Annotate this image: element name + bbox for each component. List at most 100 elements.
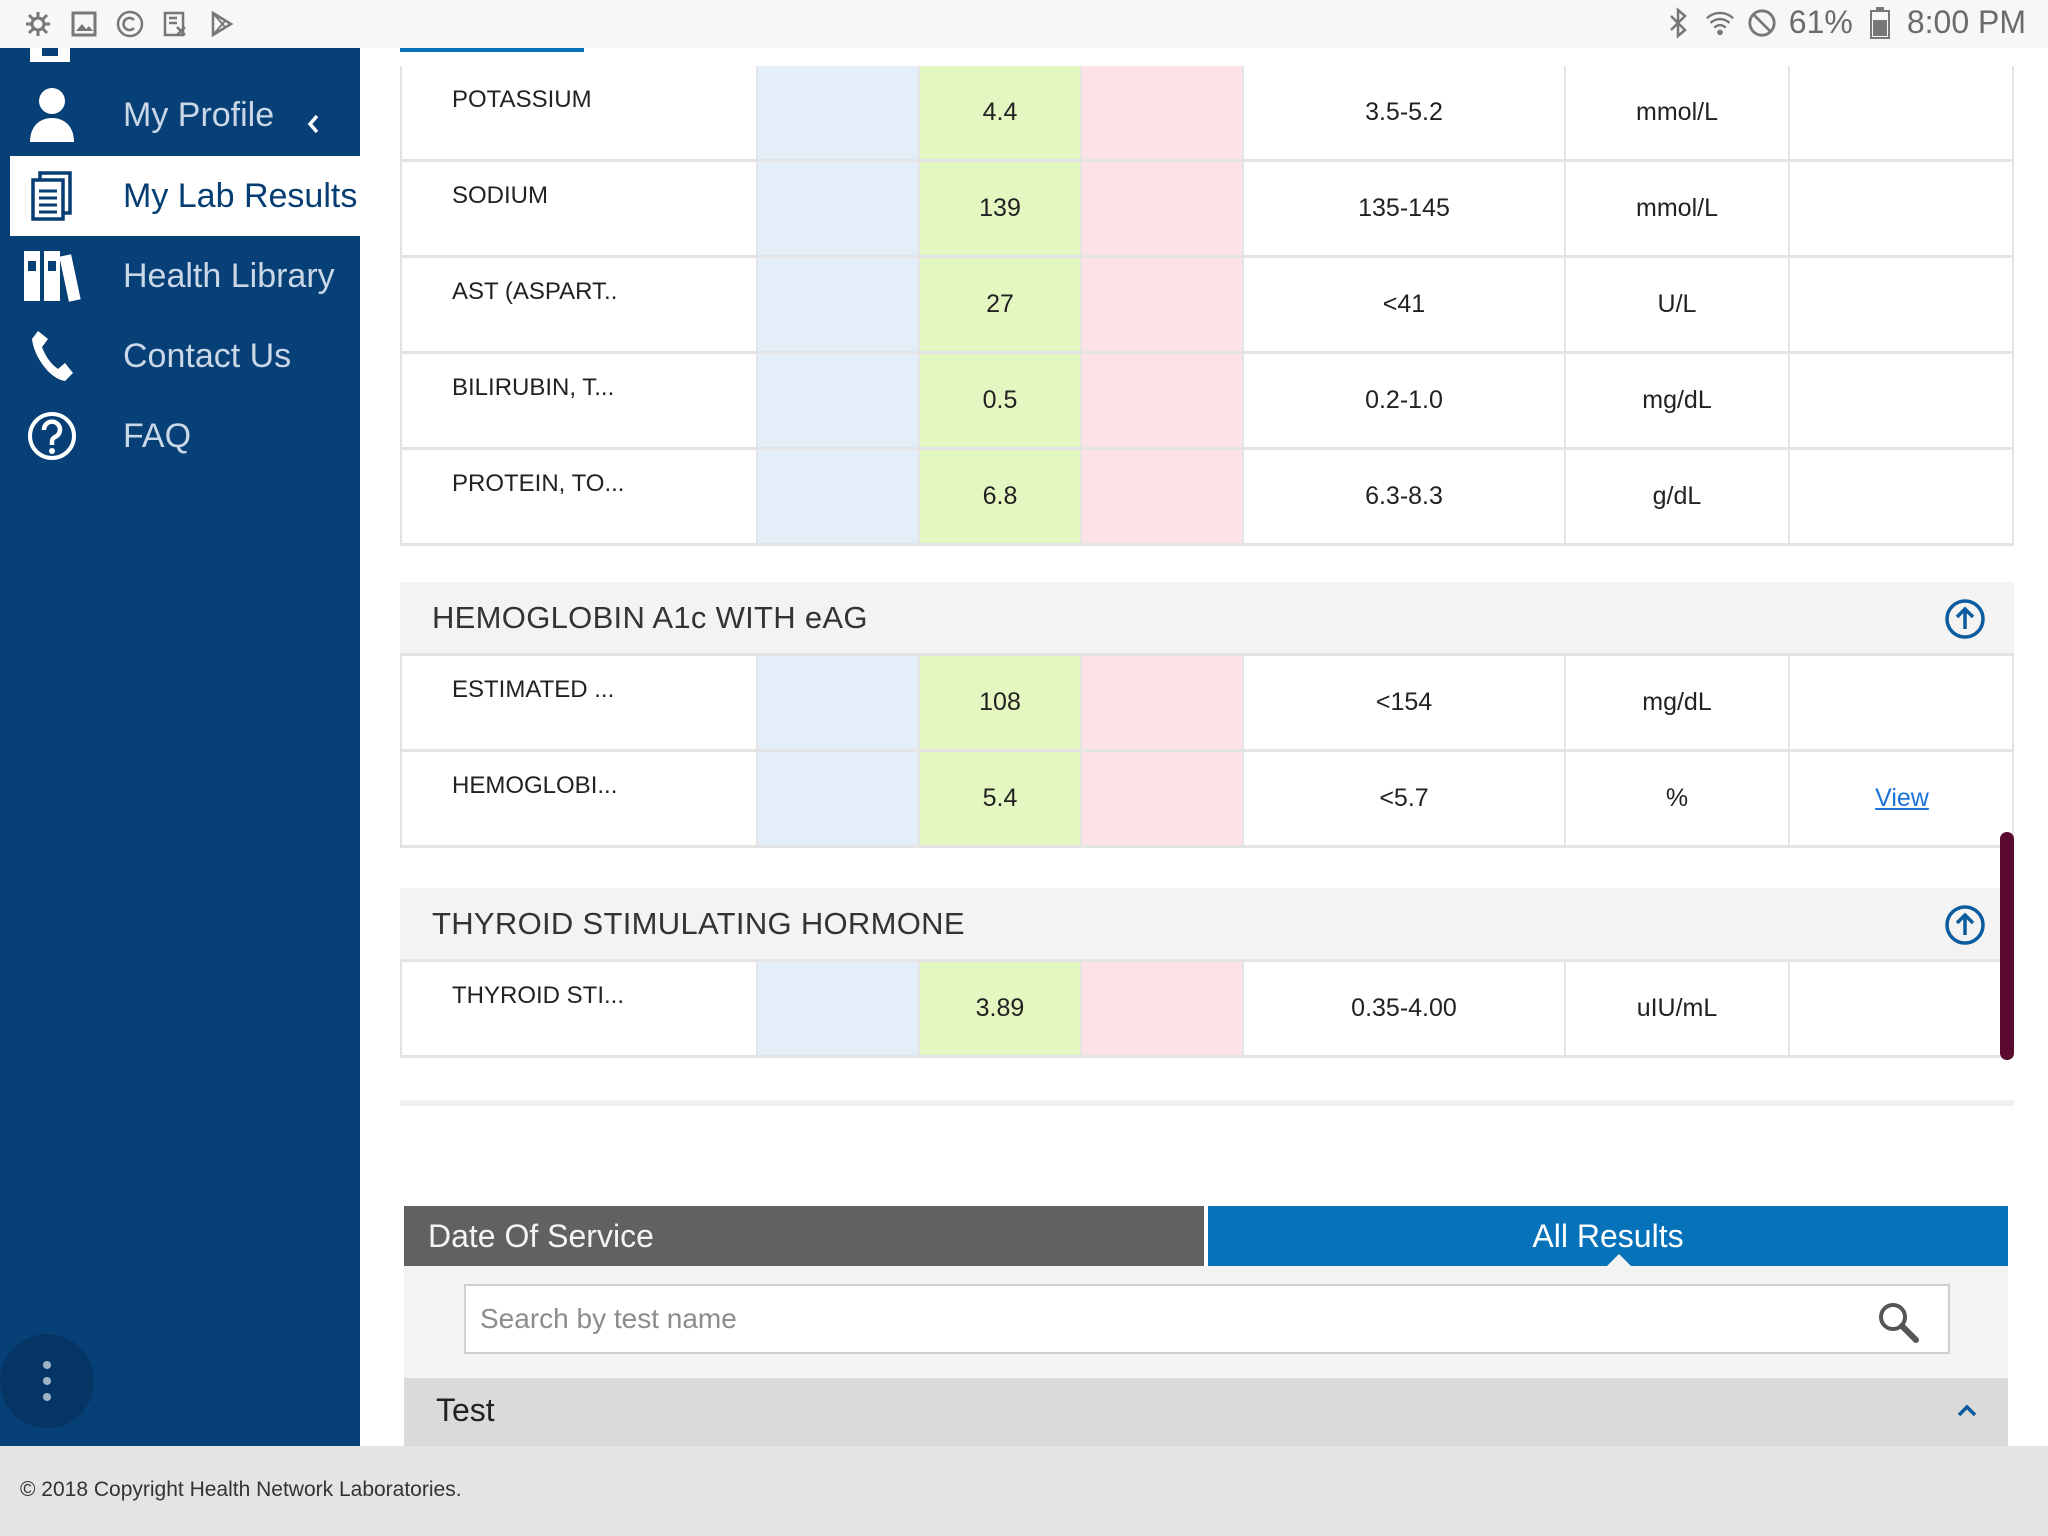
copyright-text: © 2018 Copyright Health Network Laborato… bbox=[20, 1478, 462, 1501]
results-table-hba1c: ESTIMATED ... 108 <154 mg/dL HEMOGLOBI..… bbox=[400, 656, 2014, 848]
table-row[interactable]: BILIRUBIN, T... 0.5 0.2-1.0 mg/dL bbox=[402, 354, 2012, 450]
table-row[interactable]: PROTEIN, TO... 6.8 6.3-8.3 g/dL bbox=[402, 450, 2012, 546]
clock: 8:00 PM bbox=[1906, 4, 2026, 40]
more-vert-icon bbox=[43, 1361, 51, 1369]
high-band bbox=[1082, 258, 1244, 351]
low-band bbox=[758, 354, 920, 447]
status-bar-system: 61% 8:00 PM bbox=[1663, 4, 2026, 41]
reference-range: 6.3-8.3 bbox=[1244, 450, 1566, 543]
unit: mg/dL bbox=[1566, 656, 1790, 749]
high-band bbox=[1082, 354, 1244, 447]
high-band bbox=[1082, 450, 1244, 543]
unit: mg/dL bbox=[1566, 354, 1790, 447]
document-icon bbox=[20, 164, 84, 228]
link-cell bbox=[1790, 962, 2014, 1055]
result-value: 0.5 bbox=[920, 354, 1082, 447]
sidebar: My Profile My Lab Results Health Library… bbox=[0, 48, 360, 1446]
home-icon[interactable] bbox=[26, 48, 74, 62]
sidebar-item-faq[interactable]: FAQ bbox=[0, 396, 360, 476]
collapse-up-icon[interactable] bbox=[1944, 904, 1986, 946]
reference-range: <154 bbox=[1244, 656, 1566, 749]
low-band bbox=[758, 258, 920, 351]
sidebar-item-label: Contact Us bbox=[123, 336, 292, 375]
result-value: 27 bbox=[920, 258, 1082, 351]
link-cell bbox=[1790, 656, 2014, 749]
chevron-up-icon[interactable] bbox=[1956, 1402, 1978, 1418]
high-band bbox=[1082, 752, 1244, 845]
result-value: 108 bbox=[920, 656, 1082, 749]
search-input[interactable] bbox=[480, 1286, 1860, 1352]
table-row[interactable]: HEMOGLOBI... 5.4 <5.7 % View bbox=[402, 752, 2012, 848]
scrollbar-thumb[interactable] bbox=[2000, 832, 2014, 1060]
section-header-hba1c[interactable]: HEMOGLOBIN A1c WITH eAG bbox=[400, 582, 2014, 656]
reference-range: 135-145 bbox=[1244, 162, 1566, 255]
sidebar-item-my-lab-results[interactable]: My Lab Results bbox=[10, 156, 360, 236]
table-row[interactable]: AST (ASPART.. 27 <41 U/L bbox=[402, 258, 2012, 354]
section-title: THYROID STIMULATING HORMONE bbox=[432, 906, 965, 941]
view-link[interactable]: View bbox=[1875, 784, 1929, 812]
tab-all-results[interactable]: All Results bbox=[1208, 1206, 2008, 1266]
phone-icon bbox=[20, 324, 84, 388]
battery-icon bbox=[1865, 6, 1895, 40]
reference-range: 0.35-4.00 bbox=[1244, 962, 1566, 1055]
table-row[interactable]: POTASSIUM 4.4 3.5-5.2 mmol/L bbox=[402, 66, 2012, 162]
sidebar-item-label: My Lab Results bbox=[123, 176, 358, 215]
reference-range: <41 bbox=[1244, 258, 1566, 351]
test-name: PROTEIN, TO... bbox=[452, 470, 625, 497]
test-name: AST (ASPART.. bbox=[452, 278, 618, 305]
main-content: POTASSIUM 4.4 3.5-5.2 mmol/L SODIUM 139 … bbox=[360, 48, 2048, 1446]
unit: U/L bbox=[1566, 258, 1790, 351]
do-not-disturb-icon bbox=[1747, 6, 1777, 40]
footer: © 2018 Copyright Health Network Laborato… bbox=[0, 1446, 2048, 1536]
wifi-icon bbox=[1705, 6, 1735, 40]
high-band bbox=[1082, 66, 1244, 159]
result-value: 5.4 bbox=[920, 752, 1082, 845]
chevron-left-icon[interactable] bbox=[306, 105, 320, 144]
link-cell bbox=[1790, 66, 2014, 159]
sidebar-item-health-library[interactable]: Health Library bbox=[0, 236, 360, 316]
search-icon[interactable] bbox=[1876, 1300, 1920, 1344]
result-value: 6.8 bbox=[920, 450, 1082, 543]
result-value: 139 bbox=[920, 162, 1082, 255]
unit: mmol/L bbox=[1566, 66, 1790, 159]
table-row[interactable]: THYROID STI... 3.89 0.35-4.00 uIU/mL bbox=[402, 962, 2012, 1058]
battery-percent: 61% bbox=[1788, 4, 1853, 40]
collapse-up-icon[interactable] bbox=[1944, 598, 1986, 640]
sidebar-item-my-profile[interactable]: My Profile bbox=[0, 75, 360, 155]
section-header-tsh[interactable]: THYROID STIMULATING HORMONE bbox=[400, 888, 2014, 962]
unit: % bbox=[1566, 752, 1790, 845]
results-table: POTASSIUM 4.4 3.5-5.2 mmol/L SODIUM 139 … bbox=[400, 66, 2014, 546]
more-menu-button[interactable] bbox=[0, 1334, 94, 1428]
unit: uIU/mL bbox=[1566, 962, 1790, 1055]
bluetooth-icon bbox=[1663, 6, 1693, 40]
gallery-icon bbox=[68, 8, 100, 40]
sidebar-item-contact-us[interactable]: Contact Us bbox=[0, 316, 360, 396]
low-band bbox=[758, 962, 920, 1055]
status-bar-notifications bbox=[22, 8, 238, 40]
result-value: 3.89 bbox=[920, 962, 1082, 1055]
user-icon bbox=[20, 83, 84, 147]
reference-range: <5.7 bbox=[1244, 752, 1566, 845]
high-band bbox=[1082, 162, 1244, 255]
low-band bbox=[758, 66, 920, 159]
active-tab-indicator bbox=[400, 48, 584, 52]
tab-date-of-service[interactable]: Date Of Service bbox=[404, 1206, 1204, 1266]
rx-icon bbox=[160, 8, 192, 40]
settings-bug-icon bbox=[22, 8, 54, 40]
sidebar-item-label: FAQ bbox=[123, 416, 192, 455]
active-tab-notch bbox=[1607, 1254, 1631, 1266]
low-band bbox=[758, 162, 920, 255]
test-name: ESTIMATED ... bbox=[452, 676, 615, 703]
low-band bbox=[758, 656, 920, 749]
link-cell bbox=[1790, 354, 2014, 447]
table-row[interactable]: SODIUM 139 135-145 mmol/L bbox=[402, 162, 2012, 258]
table-row[interactable]: ESTIMATED ... 108 <154 mg/dL bbox=[402, 656, 2012, 752]
unit: mmol/L bbox=[1566, 162, 1790, 255]
low-band bbox=[758, 752, 920, 845]
test-accordion-header[interactable]: Test bbox=[404, 1378, 2008, 1446]
copyright-icon bbox=[114, 8, 146, 40]
reference-range: 0.2-1.0 bbox=[1244, 354, 1566, 447]
unit: g/dL bbox=[1566, 450, 1790, 543]
link-cell bbox=[1790, 162, 2014, 255]
test-name: BILIRUBIN, T... bbox=[452, 374, 615, 401]
